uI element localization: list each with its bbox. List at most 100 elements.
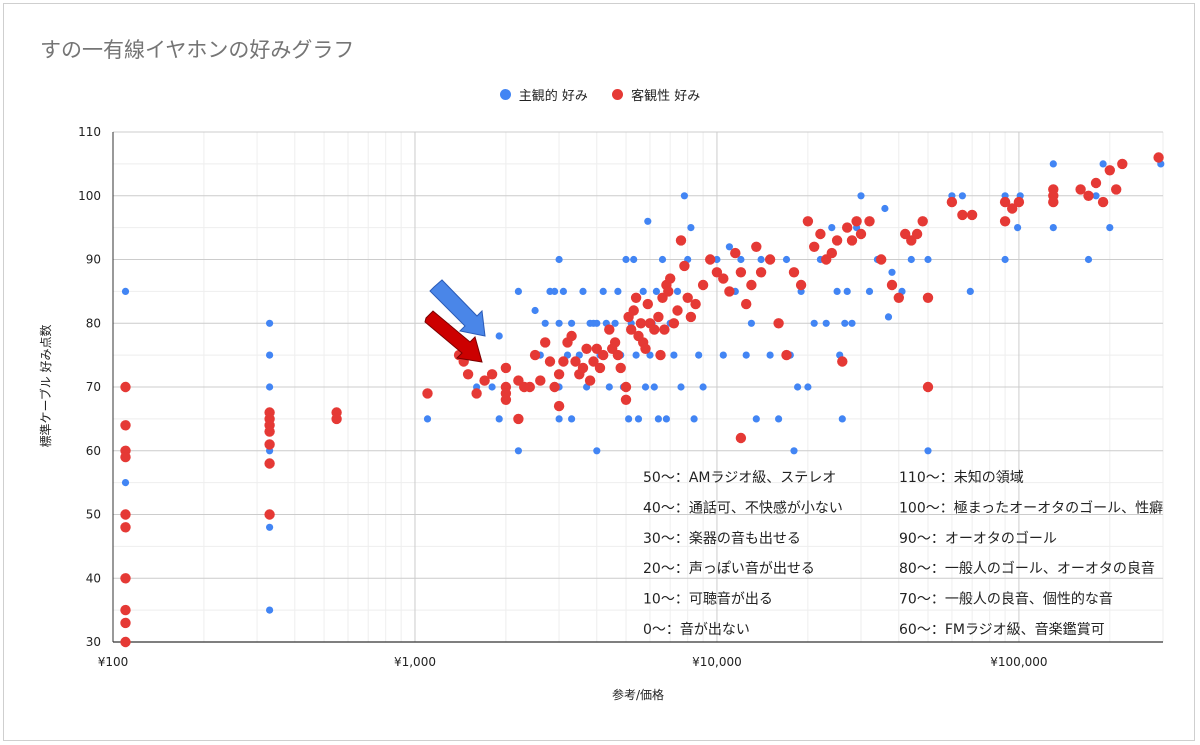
objective-point (668, 318, 680, 329)
objective-point (566, 330, 577, 342)
x-tick-label: ¥1,000 (394, 655, 436, 669)
objective-point (831, 235, 843, 246)
subjective-point (857, 192, 865, 200)
objective-point (1075, 184, 1086, 195)
subjective-point (488, 383, 496, 391)
objective-point (620, 381, 632, 393)
objective-point (730, 247, 741, 259)
subjective-point (514, 447, 523, 455)
objective-point (802, 216, 814, 227)
objective-point (264, 426, 275, 437)
objective-point (655, 349, 666, 361)
objective-point (851, 216, 862, 227)
subjective-point (695, 351, 703, 359)
objective-point (911, 228, 923, 240)
subjective-point (555, 255, 563, 264)
objective-point (893, 292, 904, 303)
objective-point (615, 362, 626, 374)
subjective-point (531, 306, 539, 315)
objective-point (679, 260, 690, 272)
legend-label-objective: 客観性 好み (631, 89, 701, 104)
objective-point (724, 286, 735, 297)
subjective-point (639, 287, 647, 295)
subjective-point (865, 287, 874, 295)
objective-point (500, 394, 512, 405)
subjective-point (593, 447, 601, 455)
subjective-point (924, 447, 932, 455)
annotation-arrows (424, 279, 486, 363)
objective-point (781, 349, 792, 361)
subjective-point (579, 287, 587, 295)
subjective-point (838, 415, 846, 423)
legend-marker-subjective (499, 89, 511, 100)
subjective-point (881, 204, 889, 213)
subjective-point (833, 287, 841, 295)
objective-point (665, 273, 676, 284)
y-axis-title: 標準ケーブル 好み点数 (38, 324, 53, 447)
objective-point (628, 305, 639, 316)
y-tick-label: 90 (86, 253, 101, 267)
subjective-point (266, 319, 274, 327)
subjective-point (652, 287, 661, 295)
subjective-point (841, 319, 849, 327)
subjective-point (1099, 160, 1107, 168)
objective-point (486, 369, 498, 380)
subjective-point (1106, 224, 1114, 232)
subjective-point (1092, 192, 1100, 200)
objective-point (535, 375, 546, 386)
objective-point (594, 362, 606, 374)
objective-point (1111, 184, 1122, 195)
tick-labels: 30 40 50 60 70 80 90 100 110 ¥100 ¥1,000 ¥10,000 ¥10… (78, 125, 1047, 669)
objective-point (471, 388, 482, 399)
y-tick-label: 60 (86, 444, 101, 458)
objective-point (1153, 152, 1164, 163)
subjective-point (121, 479, 130, 487)
objective-point (922, 381, 934, 393)
objective-point (120, 509, 131, 520)
objective-point (672, 305, 683, 316)
objective-point (842, 222, 853, 233)
objective-point (1048, 196, 1059, 208)
subjective-point (1049, 160, 1057, 168)
objective-point (663, 286, 674, 297)
objective-point (1007, 203, 1018, 214)
objective-point (479, 375, 490, 386)
objective-point (705, 254, 716, 265)
subjective-point (766, 351, 774, 359)
score-note-right: 70〜：一般人の良音、個性的な音 (899, 591, 1113, 608)
subjective-point (1014, 224, 1022, 232)
legend-item-objective[interactable]: 客観性 好み (612, 85, 700, 104)
subjective-point (634, 415, 643, 423)
objective-point (120, 381, 131, 393)
subjective-point (884, 313, 893, 321)
subjective-point (1049, 224, 1057, 232)
objective-point (1097, 196, 1109, 208)
subjective-point (888, 268, 896, 276)
legend-item-subjective[interactable]: 主観的 好み (499, 85, 588, 104)
subjective-point (958, 192, 967, 200)
subjective-point (662, 415, 671, 423)
subjective-point (742, 351, 750, 359)
score-note-right: 60〜：FMラジオ級、音楽鑑賞可 (899, 621, 1105, 638)
subjective-point (555, 319, 563, 327)
objective-point (675, 235, 687, 246)
objective-point (598, 349, 609, 361)
objective-point (422, 388, 433, 399)
subjective-point (495, 415, 503, 423)
objective-point (591, 343, 602, 354)
objective-point (264, 458, 275, 469)
y-tick-label: 30 (86, 635, 101, 649)
subjective-point (658, 255, 667, 264)
subjective-point (614, 287, 622, 295)
objective-point (577, 362, 589, 374)
subjective-point (757, 255, 765, 264)
subjective-point (266, 523, 274, 531)
objective-point (735, 432, 747, 444)
subjective-point (625, 415, 633, 423)
subjective-point (121, 287, 130, 295)
objective-point (855, 228, 867, 240)
subjective-point (775, 415, 783, 423)
objective-point (609, 337, 621, 348)
objective-point (640, 343, 651, 354)
